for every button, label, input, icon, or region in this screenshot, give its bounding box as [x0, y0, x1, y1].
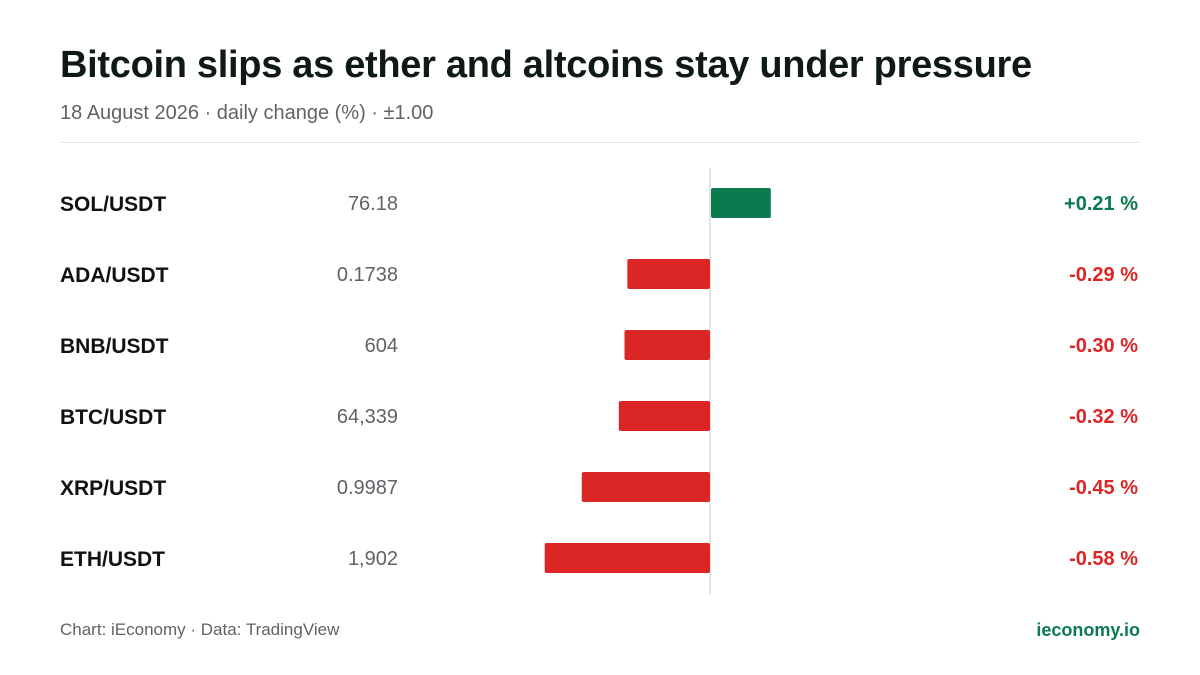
- change-value-label: -0.29 %: [1069, 264, 1138, 286]
- price-label: 76.18: [348, 193, 398, 215]
- change-value-label: -0.32 %: [1069, 406, 1138, 428]
- change-bar: [618, 401, 710, 431]
- chart-subtitle: 18 August 2026 · daily change (%) · ±1.0…: [60, 102, 434, 124]
- price-label: 0.1738: [337, 264, 398, 286]
- price-label: 1,902: [348, 548, 398, 570]
- change-value-label: -0.58 %: [1069, 548, 1138, 570]
- change-bar: [544, 543, 710, 573]
- pair-label: XRP/USDT: [60, 477, 166, 500]
- brand-link[interactable]: ieconomy.io: [1036, 620, 1140, 640]
- pair-label: ADA/USDT: [60, 264, 169, 287]
- price-label: 604: [365, 335, 398, 357]
- change-value-label: +0.21 %: [1064, 193, 1138, 215]
- change-value-label: -0.45 %: [1069, 477, 1138, 499]
- pair-label: BNB/USDT: [60, 335, 169, 358]
- pair-label: ETH/USDT: [60, 548, 165, 571]
- chart-title: Bitcoin slips as ether and altcoins stay…: [60, 44, 1032, 86]
- pair-label: BTC/USDT: [60, 406, 166, 429]
- price-label: 0.9987: [337, 477, 398, 499]
- change-bar: [627, 259, 710, 289]
- change-value-label: -0.30 %: [1069, 335, 1138, 357]
- bar-chart: SOL/USDT 76.18 +0.21 % ADA/USDT 0.1738 -0.29 …: [60, 168, 1138, 594]
- change-bar: [581, 472, 710, 502]
- price-label: 64,339: [337, 406, 398, 428]
- change-bar: [624, 330, 710, 360]
- pair-label: SOL/USDT: [60, 193, 166, 216]
- change-bar: [711, 188, 771, 218]
- source-credit: Chart: iEconomy · Data: TradingView: [60, 620, 340, 639]
- header-divider: [60, 142, 1140, 143]
